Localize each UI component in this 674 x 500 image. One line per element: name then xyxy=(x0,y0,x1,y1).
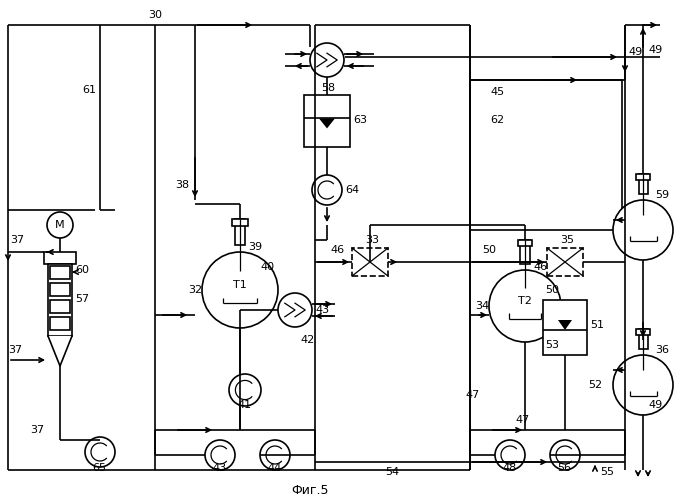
Bar xyxy=(235,219,245,245)
Text: 43: 43 xyxy=(315,305,329,315)
Text: 36: 36 xyxy=(655,345,669,355)
Circle shape xyxy=(205,440,235,470)
Bar xyxy=(352,248,388,276)
Text: 35: 35 xyxy=(560,235,574,245)
Text: 39: 39 xyxy=(248,242,262,252)
Text: 41: 41 xyxy=(237,400,251,410)
Bar xyxy=(518,240,532,246)
Text: 49: 49 xyxy=(628,47,642,57)
Bar xyxy=(470,80,622,230)
Text: 51: 51 xyxy=(590,320,604,330)
Circle shape xyxy=(260,440,290,470)
Bar xyxy=(520,240,530,264)
Bar xyxy=(50,283,70,296)
Text: 42: 42 xyxy=(300,335,314,345)
Text: 62: 62 xyxy=(490,115,504,125)
Text: 50: 50 xyxy=(545,285,559,295)
Text: 44: 44 xyxy=(267,463,281,473)
Text: 32: 32 xyxy=(188,285,202,295)
Text: 37: 37 xyxy=(30,425,44,435)
Bar xyxy=(50,317,70,330)
Bar xyxy=(50,266,70,279)
Text: 37: 37 xyxy=(8,345,22,355)
Bar xyxy=(48,264,72,336)
Text: 65: 65 xyxy=(92,463,106,473)
Text: 55: 55 xyxy=(600,467,614,477)
Text: M: M xyxy=(55,220,65,230)
Polygon shape xyxy=(319,118,335,128)
Text: 46: 46 xyxy=(533,262,547,272)
Text: 47: 47 xyxy=(515,415,529,425)
Text: 49: 49 xyxy=(648,45,663,55)
Text: T1: T1 xyxy=(233,280,247,290)
Text: 61: 61 xyxy=(82,85,96,95)
Bar xyxy=(547,248,583,276)
Bar xyxy=(44,252,76,264)
Text: 33: 33 xyxy=(365,235,379,245)
Text: 60: 60 xyxy=(75,265,89,275)
Bar xyxy=(232,219,248,226)
Bar xyxy=(50,300,70,313)
Bar xyxy=(636,174,650,180)
Text: 43: 43 xyxy=(212,463,226,473)
Polygon shape xyxy=(48,336,72,366)
Text: 64: 64 xyxy=(345,185,359,195)
Text: 30: 30 xyxy=(148,10,162,20)
Circle shape xyxy=(495,440,525,470)
Bar xyxy=(636,329,650,335)
Text: 57: 57 xyxy=(75,294,89,304)
Circle shape xyxy=(229,374,261,406)
Bar xyxy=(543,300,587,355)
Circle shape xyxy=(312,175,342,205)
Text: Фиг.5: Фиг.5 xyxy=(291,484,329,496)
Circle shape xyxy=(278,293,312,327)
Polygon shape xyxy=(558,320,572,330)
Text: 40: 40 xyxy=(260,262,274,272)
Circle shape xyxy=(489,270,561,342)
Text: 47: 47 xyxy=(465,390,479,400)
Text: 49: 49 xyxy=(648,400,663,410)
Text: 63: 63 xyxy=(353,115,367,125)
Text: 37: 37 xyxy=(10,235,24,245)
Circle shape xyxy=(85,437,115,467)
Text: 58: 58 xyxy=(321,83,335,93)
Circle shape xyxy=(613,355,673,415)
Circle shape xyxy=(47,212,73,238)
Text: 50: 50 xyxy=(482,245,496,255)
Bar xyxy=(639,174,648,194)
Text: 38: 38 xyxy=(175,180,189,190)
Text: 54: 54 xyxy=(385,467,399,477)
Text: 52: 52 xyxy=(588,380,602,390)
Text: 48: 48 xyxy=(502,463,516,473)
Text: 45: 45 xyxy=(490,87,504,97)
Text: 46: 46 xyxy=(330,245,344,255)
Bar xyxy=(304,95,350,147)
Text: 56: 56 xyxy=(557,463,571,473)
Circle shape xyxy=(613,200,673,260)
Circle shape xyxy=(202,252,278,328)
Circle shape xyxy=(550,440,580,470)
Circle shape xyxy=(310,43,344,77)
Bar xyxy=(639,329,648,349)
Text: 53: 53 xyxy=(545,340,559,350)
Text: 34: 34 xyxy=(475,301,489,311)
Text: 59: 59 xyxy=(655,190,669,200)
Text: T2: T2 xyxy=(518,296,532,306)
